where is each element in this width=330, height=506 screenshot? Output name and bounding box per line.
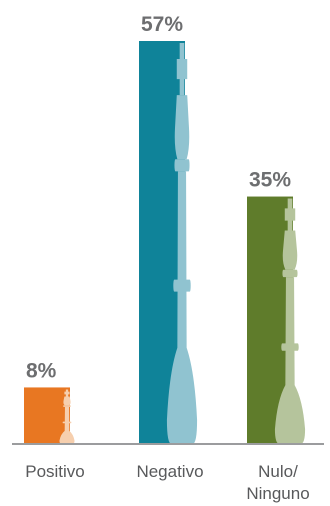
- category-label-3-line-2: Ninguno: [246, 484, 309, 503]
- bar-group-1: [24, 387, 75, 444]
- value-label-1: 8%: [26, 359, 57, 382]
- category-label-1: Positivo: [25, 462, 85, 481]
- value-label-3: 35%: [249, 169, 291, 192]
- category-label-3-line-1: Nulo/: [258, 462, 298, 481]
- category-label-2: Negativo: [136, 462, 203, 481]
- value-label-2: 57%: [141, 13, 183, 36]
- bar-group-2: [139, 41, 198, 444]
- bar-group-3: [247, 196, 306, 444]
